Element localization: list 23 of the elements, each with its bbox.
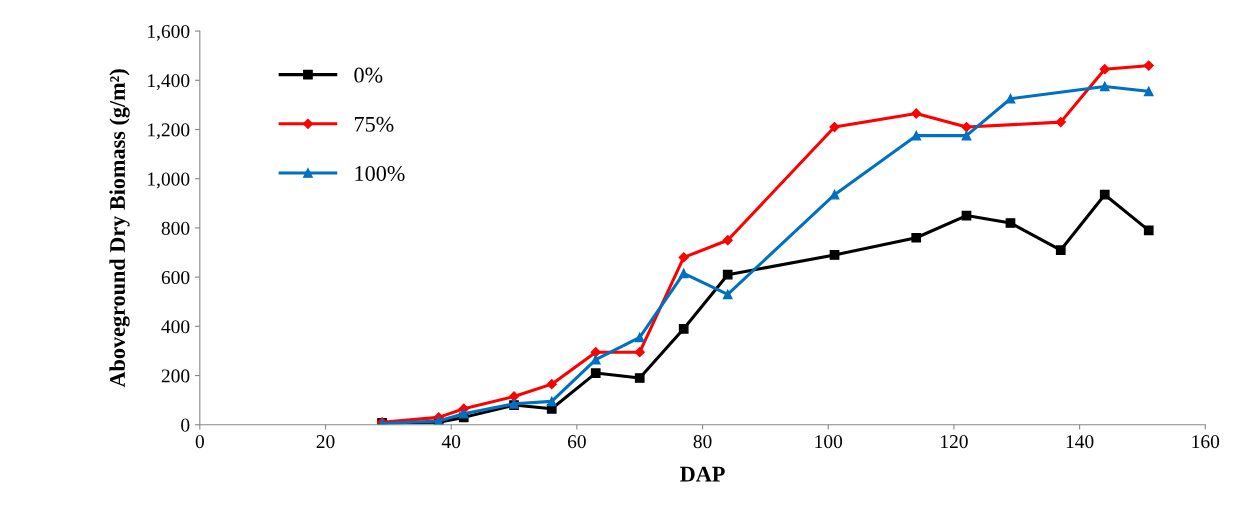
x-tick-label: 60	[568, 435, 586, 449]
x-tick-label: 140	[1066, 435, 1094, 449]
y-tick-label: 1,600	[148, 24, 190, 41]
y-tick-label: 1,000	[148, 172, 190, 189]
y-tick-label: 400	[161, 320, 190, 334]
x-tick-label: 80	[693, 435, 712, 449]
y-tick-label: 0	[181, 418, 190, 432]
x-tick-label: 120	[941, 435, 968, 449]
x-tick-label: 100	[815, 435, 843, 449]
legend-label: 75%	[354, 116, 394, 132]
legend-label: 0%	[354, 67, 383, 83]
y-tick-label: 800	[161, 221, 190, 235]
y-tick-label: 600	[161, 270, 190, 285]
y-tick-label: 1,400	[148, 74, 190, 91]
x-axis-title: DAP	[680, 466, 725, 482]
x-tick-label: 40	[441, 435, 461, 449]
y-tick-label: 1,200	[148, 123, 190, 140]
legend-label: 100%	[355, 165, 405, 182]
y-tick-label: 200	[161, 369, 190, 383]
x-tick-label: 20	[316, 435, 335, 449]
y-axis-title: Aboveground Dry Biomass (g/m²)	[109, 69, 130, 388]
x-tick-label: 160	[1192, 435, 1220, 449]
x-tick-label: 0	[195, 435, 204, 449]
